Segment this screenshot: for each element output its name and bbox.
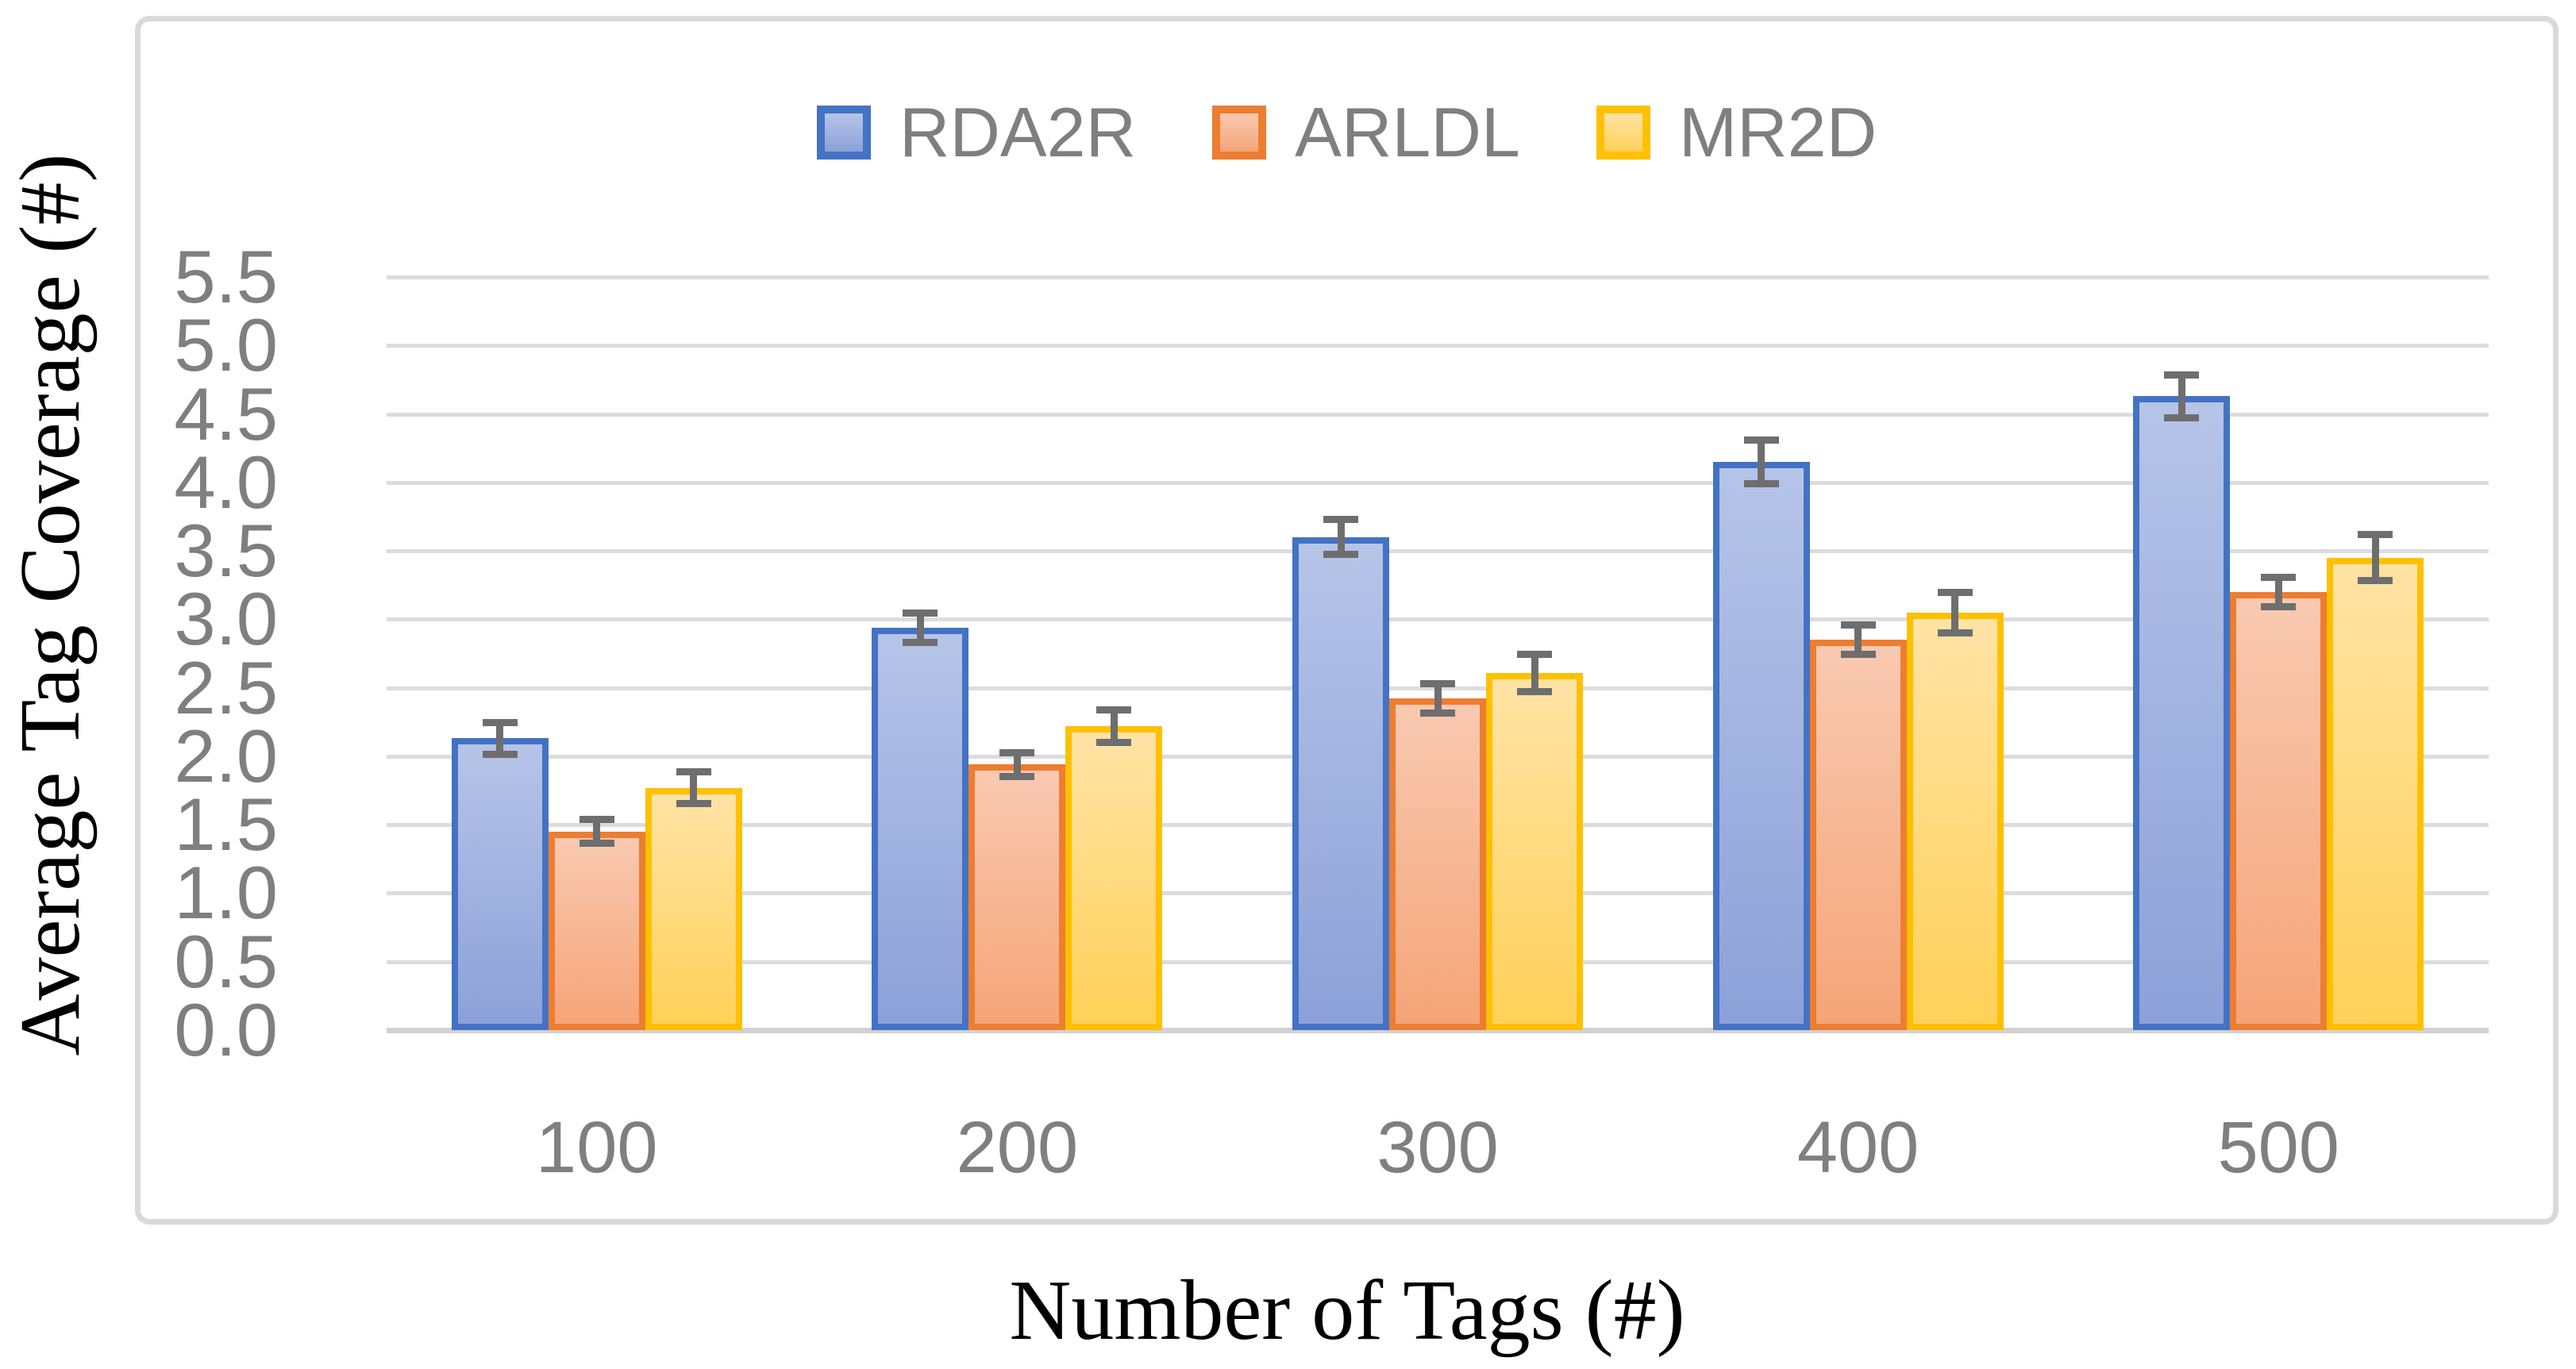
bar-mr2d-300: [1486, 672, 1583, 1030]
bar-rda2r-300: [1292, 536, 1389, 1030]
legend-swatch-icon: [1212, 106, 1267, 160]
error-bar-stem: [1951, 591, 1959, 633]
y-tick-label: 2.5: [174, 645, 278, 729]
error-bar-cap-top: [2358, 531, 2393, 539]
bar-rda2r-100: [451, 738, 549, 1030]
x-axis-title: Number of Tags (#): [1009, 1263, 1685, 1358]
bar-arldl-200: [968, 764, 1066, 1030]
bar-mr2d-400: [1906, 612, 2004, 1030]
error-bar-stem: [1434, 683, 1442, 714]
error-bar-cap-top: [2261, 573, 2297, 581]
error-bar-cap-bottom: [579, 840, 614, 848]
error-bar-stem: [2274, 576, 2282, 607]
x-axis-baseline: [387, 1028, 2489, 1033]
gridline: [387, 480, 2489, 485]
legend-label: MR2D: [1678, 93, 1877, 171]
x-tick-label: 200: [956, 1107, 1079, 1188]
error-bar-cap-bottom: [1096, 738, 1132, 746]
legend-item-mr2d: MR2D: [1596, 98, 1877, 167]
error-bar-stem: [916, 612, 924, 643]
bar-arldl-100: [548, 831, 645, 1030]
error-bar-cap-bottom: [1323, 551, 1358, 559]
error-bar-cap-top: [1323, 516, 1358, 524]
y-axis-title: Average Tag Coverage (#): [3, 153, 98, 1056]
error-bar-cap-top: [1517, 650, 1552, 658]
legend-swatch-icon: [816, 106, 871, 160]
error-bar-stem: [1758, 440, 1765, 484]
gridline: [387, 275, 2489, 279]
legend-label: ARLDL: [1295, 93, 1520, 171]
error-bar-cap-bottom: [482, 751, 518, 759]
error-bar-cap-top: [676, 767, 711, 775]
error-bar-cap-top: [1420, 680, 1455, 688]
bar-arldl-300: [1389, 698, 1486, 1030]
y-tick-label: 5.5: [174, 235, 278, 318]
bar-arldl-500: [2230, 591, 2328, 1030]
gridline: [387, 549, 2489, 554]
error-bar-cap-top: [1096, 706, 1132, 714]
x-tick-label: 100: [536, 1107, 658, 1188]
error-bar-cap-bottom: [676, 800, 711, 808]
error-bar-cap-bottom: [2164, 413, 2200, 421]
error-bar-stem: [1337, 519, 1345, 556]
error-bar-cap-top: [903, 609, 938, 617]
bar-mr2d-200: [1065, 725, 1163, 1030]
bar-arldl-400: [1809, 640, 1907, 1030]
bar-rda2r-400: [1712, 461, 1810, 1030]
error-bar-cap-bottom: [903, 638, 938, 646]
legend-item-arldl: ARLDL: [1212, 98, 1520, 167]
error-bar-cap-top: [2164, 371, 2200, 379]
legend-item-rda2r: RDA2R: [816, 93, 1137, 171]
y-tick-label: 2.0: [174, 713, 278, 798]
x-tick-label: 500: [2217, 1107, 2339, 1188]
error-bar-stem: [1531, 653, 1538, 692]
error-bar-cap-bottom: [1420, 709, 1455, 717]
y-tick-label: 0.5: [174, 919, 278, 1003]
legend-label: RDA2R: [899, 93, 1137, 171]
bar-mr2d-100: [645, 787, 742, 1030]
error-bar-cap-top: [579, 816, 614, 824]
y-tick-label: 4.0: [174, 440, 278, 524]
y-tick-label: 3.5: [174, 509, 278, 593]
x-tick-label: 400: [1796, 1107, 1919, 1188]
legend-swatch-icon: [1596, 106, 1650, 160]
gridline: [387, 344, 2489, 348]
bar-mr2d-500: [2327, 557, 2424, 1030]
error-bar-cap-bottom: [1517, 687, 1552, 695]
gridline: [387, 412, 2489, 417]
error-bar-cap-bottom: [1743, 479, 1779, 487]
error-bar-stem: [2177, 374, 2185, 418]
bar-rda2r-500: [2133, 396, 2231, 1030]
error-bar-cap-top: [1743, 436, 1779, 444]
error-bar-stem: [1013, 752, 1021, 777]
bar-rda2r-200: [872, 627, 969, 1030]
error-bar-cap-bottom: [999, 772, 1035, 780]
y-tick-label: 5.0: [174, 303, 278, 387]
error-bar-cap-top: [482, 718, 518, 726]
y-tick-label: 1.5: [174, 783, 278, 867]
error-bar-cap-top: [999, 748, 1035, 756]
legend: RDA2R ARLDL MR2D: [135, 89, 2559, 176]
error-bar-cap-bottom: [1840, 651, 1876, 659]
y-tick-label: 3.0: [174, 577, 278, 661]
error-bar-cap-top: [1937, 588, 1973, 596]
x-tick-label: 300: [1377, 1107, 1499, 1188]
y-tick-label: 1.0: [174, 851, 278, 935]
error-bar-cap-bottom: [2358, 577, 2393, 585]
y-tick-label: 4.5: [174, 371, 278, 456]
y-tick-label: 0.0: [174, 988, 278, 1071]
error-bar-stem: [1110, 709, 1118, 743]
error-bar-cap-bottom: [1937, 629, 1973, 636]
error-bar-stem: [496, 721, 504, 756]
gridline: [387, 617, 2489, 622]
error-bar-cap-top: [1840, 621, 1876, 629]
error-bar-stem: [1854, 625, 1862, 656]
error-bar-stem: [593, 819, 601, 844]
error-bar-cap-bottom: [2261, 602, 2297, 610]
error-bar-stem: [690, 771, 698, 805]
error-bar-stem: [2371, 534, 2379, 582]
